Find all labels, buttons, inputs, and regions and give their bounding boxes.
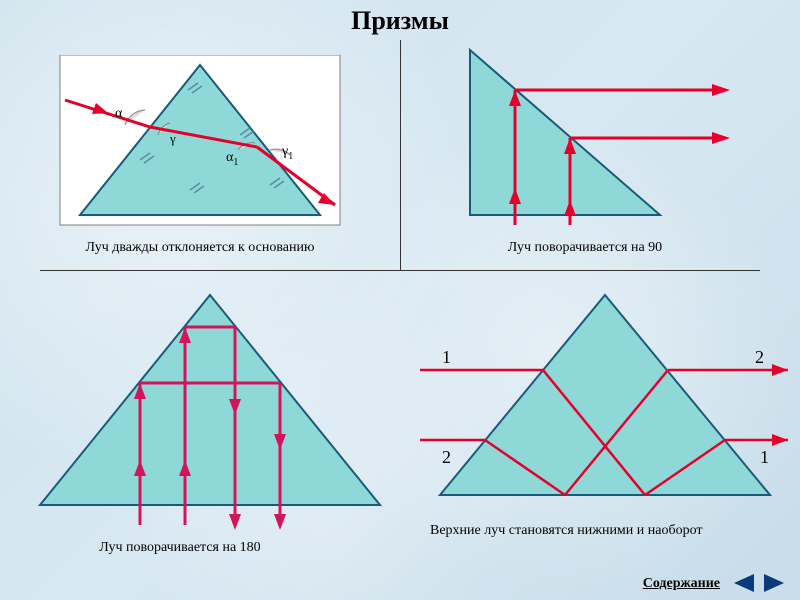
nav-prev-button[interactable] xyxy=(730,572,756,594)
prism-90-diagram xyxy=(430,40,780,230)
svg-text:α: α xyxy=(115,106,123,121)
page-title: Призмы xyxy=(0,6,800,36)
svg-text:1: 1 xyxy=(442,347,451,367)
svg-text:2: 2 xyxy=(442,447,451,467)
quad-2-caption: Луч поворачивается на 90 xyxy=(430,240,740,256)
quad-2: Луч поворачивается на 90 xyxy=(430,40,780,255)
content-link[interactable]: Содержание xyxy=(643,576,720,592)
svg-text:1: 1 xyxy=(760,447,769,467)
prism-dispersion-diagram: α γ α1 γ1 xyxy=(30,55,370,235)
prism-180-diagram xyxy=(30,285,390,535)
svg-text:2: 2 xyxy=(755,347,764,367)
quad-1-caption: Луч дважды отклоняется к основанию xyxy=(30,240,370,256)
prism-invert-diagram: 1 2 2 1 xyxy=(410,285,790,525)
divider-vertical xyxy=(400,40,401,270)
quad-4-caption: Верхние луч становятся нижними и наоборо… xyxy=(430,523,730,539)
quad-4: 1 2 2 1 Верхние луч становятся нижними и… xyxy=(410,285,790,565)
divider-horizontal xyxy=(40,270,760,271)
svg-text:γ: γ xyxy=(169,131,176,146)
quad-3: Луч поворачивается на 180 xyxy=(30,285,390,565)
quad-1: α γ α1 γ1 Луч дважды отклоняется к основ… xyxy=(30,55,370,255)
quad-3-caption: Луч поворачивается на 180 xyxy=(30,540,330,556)
nav-next-button[interactable] xyxy=(762,572,788,594)
